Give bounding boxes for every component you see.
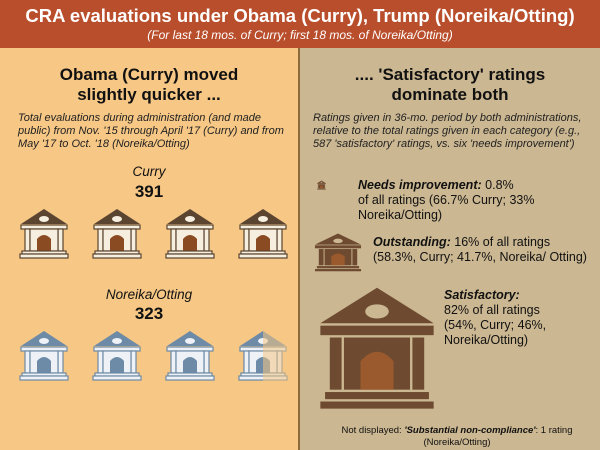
needs-improvement-label: Needs improvement: [358, 178, 482, 192]
left-description: Total evaluations during administration … [18, 112, 284, 150]
header-banner: CRA evaluations under Obama (Curry), Tru… [0, 0, 600, 48]
curry-count: 391 [134, 182, 164, 201]
satisfactory-label: Satisfactory: [444, 288, 520, 302]
footnote: Not displayed: 'Substantial non-complian… [316, 425, 598, 449]
noreika-bank-icon [19, 328, 69, 382]
satisfactory-value: 82% of all ratings [444, 303, 540, 317]
footnote-rest: : 1 rating (Noreika/Otting) [423, 425, 573, 448]
noreika-bank-icon [92, 328, 142, 382]
needs-improvement-bank-icon [317, 180, 326, 190]
curry-label: Curry [132, 164, 166, 179]
outstanding-detail: (58.3%, Curry; 41.7%, Noreika/ Otting) [373, 250, 587, 264]
left-panel-title: Obama (Curry) moved slightly quicker ... [0, 65, 298, 105]
right-description: Ratings given in 36-mo. period by both a… [313, 112, 582, 150]
satisfactory-detail: (54%, Curry; 46%, Noreika/Otting) [444, 318, 547, 347]
satisfactory-text: Satisfactory: 82% of all ratings (54%, C… [444, 288, 589, 348]
outstanding-value: 16% of all ratings [454, 235, 551, 249]
needs-improvement-value: 0.8% [485, 178, 514, 192]
noreika-bank-icon [165, 328, 215, 382]
page-subtitle: (For last 18 mos. of Curry; first 18 mos… [147, 28, 453, 42]
right-panel-title: .... 'Satisfactory' ratings dominate bot… [300, 65, 600, 105]
noreika-count: 323 [134, 304, 164, 323]
left-title-line2: slightly quicker ... [77, 85, 221, 104]
footnote-prefix: Not displayed: [341, 425, 405, 436]
needs-improvement-text: Needs improvement: 0.8% of all ratings (… [358, 178, 588, 223]
page-title: CRA evaluations under Obama (Curry), Tru… [25, 5, 575, 26]
right-title-line1: .... 'Satisfactory' ratings [354, 65, 546, 84]
right-title-line2: dominate both [391, 85, 509, 104]
left-title-line1: Obama (Curry) moved [59, 65, 239, 84]
curry-bank-icon [238, 206, 288, 260]
outstanding-label: Outstanding: [373, 235, 451, 249]
panel-divider [298, 48, 300, 450]
satisfactory-bank-icon [318, 283, 436, 411]
curry-bank-icon [19, 206, 69, 260]
outstanding-text: Outstanding: 16% of all ratings (58.3%, … [373, 235, 591, 265]
footnote-label: 'Substantial non-compliance' [404, 425, 536, 436]
outstanding-bank-icon [314, 232, 362, 272]
curry-bank-icon [92, 206, 142, 260]
curry-bank-icon [165, 206, 215, 260]
noreika-bank-icon-partial [238, 328, 288, 382]
noreika-label: Noreika/Otting [105, 287, 193, 302]
needs-improvement-detail: of all ratings (66.7% Curry; 33% Noreika… [358, 193, 535, 222]
